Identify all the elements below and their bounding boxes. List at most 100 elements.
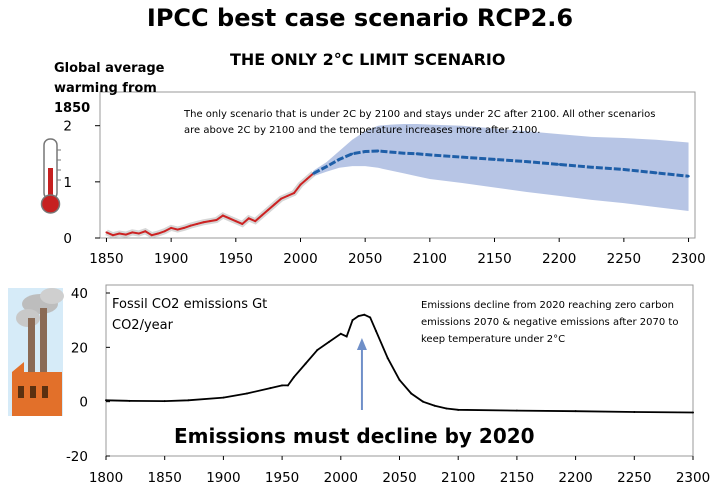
- x-tick-label: 2000: [283, 251, 317, 267]
- observed-point: [247, 217, 250, 220]
- emissions-point: [386, 357, 389, 360]
- projection-point: [402, 152, 406, 155]
- page-subtitle: THE ONLY 2°C LIMIT SCENARIO: [230, 50, 506, 69]
- projection-point: [460, 155, 464, 159]
- emissions-point: [222, 396, 225, 399]
- emissions-point: [433, 404, 436, 407]
- emissions-point: [375, 330, 378, 333]
- projection-point: [622, 168, 626, 171]
- observed-point: [183, 226, 186, 229]
- observed-point: [196, 222, 199, 225]
- x-tick-label: 2200: [558, 470, 592, 486]
- emissions-annotation: Emissions decline from 2020 reaching zer…: [421, 300, 679, 345]
- observed-point: [176, 228, 179, 231]
- observed-point: [144, 230, 147, 233]
- emissions-point: [445, 407, 448, 410]
- observed-point: [241, 222, 244, 225]
- observed-point: [111, 234, 114, 237]
- emissions-point: [245, 392, 248, 395]
- projection-point: [525, 160, 529, 163]
- plot-frame: [99, 91, 696, 239]
- emissions-point: [292, 376, 295, 379]
- projection-series-line: [312, 149, 689, 178]
- x-tick-label: 1850: [89, 251, 123, 267]
- warming-axis-label: Global average warming from 1850: [54, 61, 165, 116]
- x-tick-label: 2000: [324, 470, 358, 486]
- scenario-annotation: The only scenario that is under 2C by 21…: [184, 109, 656, 136]
- observed-point: [137, 232, 140, 235]
- observed-point: [150, 234, 153, 237]
- page-title: IPCC best case scenario RCP2.6: [146, 4, 574, 32]
- observed-point: [228, 217, 231, 220]
- emissions-headline: Emissions must decline by 2020: [174, 424, 535, 448]
- observed-point: [124, 233, 127, 236]
- emissions-point: [398, 378, 401, 381]
- projection-point: [338, 158, 341, 161]
- observed-point: [170, 226, 173, 229]
- emissions-point: [357, 315, 360, 318]
- y-tick-label: 1: [63, 175, 72, 191]
- emissions-point: [328, 340, 331, 343]
- projection-point: [351, 152, 354, 155]
- emissions-point: [345, 335, 348, 338]
- factory-icon: [8, 288, 64, 416]
- x-tick-label: 1800: [89, 470, 123, 486]
- emissions-point: [633, 410, 636, 413]
- x-tick-label: 2200: [542, 251, 576, 267]
- emissions-point: [316, 349, 319, 352]
- emissions-point: [339, 332, 342, 335]
- emissions-point: [286, 384, 289, 387]
- x-tick-label: 1950: [219, 251, 253, 267]
- observed-point: [234, 220, 237, 223]
- observed-point: [221, 214, 224, 217]
- projection-point: [654, 171, 658, 175]
- x-tick-label: 1850: [148, 470, 182, 486]
- observed-point: [157, 232, 160, 235]
- observed-series-line: [106, 172, 315, 237]
- x-tick-label: 2150: [500, 470, 534, 486]
- emissions-point: [304, 362, 307, 365]
- x-tick-label: 2150: [477, 251, 511, 267]
- x-tick-label: 2250: [607, 251, 641, 267]
- y-tick-label: -20: [66, 449, 88, 465]
- emissions-point: [369, 316, 372, 319]
- thermometer-icon: [40, 138, 61, 214]
- x-tick-label: 2050: [348, 251, 382, 267]
- projection-point: [312, 172, 315, 175]
- x-tick-label: 2300: [676, 470, 710, 486]
- observed-range: [105, 171, 316, 239]
- observed-point: [163, 230, 166, 233]
- temperature-chart: 0 1 2 1850 1900 1950 2000 2050 2100 2150 2200 2250 2…: [63, 91, 706, 267]
- x-tick-label: 2300: [671, 251, 705, 267]
- observed-point: [286, 194, 289, 197]
- observed-point: [299, 183, 302, 186]
- emissions-point: [410, 392, 413, 395]
- emissions-point: [574, 410, 577, 413]
- observed-point: [280, 197, 283, 200]
- emissions-point: [457, 408, 460, 411]
- projection-point: [363, 150, 367, 153]
- projection-point: [428, 153, 432, 157]
- x-tick-label: 2100: [441, 470, 475, 486]
- projection-point: [415, 152, 419, 155]
- projection-point: [687, 175, 690, 178]
- emissions-point: [421, 400, 424, 403]
- observed-point: [305, 178, 308, 181]
- uncertainty-band: [313, 124, 689, 212]
- observed-point: [118, 232, 121, 235]
- emissions-chart: -20 0 20 40 1800 1850 1900 1950 2000 2050 2100 2150…: [66, 284, 710, 486]
- emissions-point: [281, 384, 284, 387]
- y-tick-label: 2: [63, 119, 72, 135]
- x-tick-label: 2250: [617, 470, 651, 486]
- emissions-point: [351, 319, 354, 322]
- y-tick-label: 0: [63, 231, 72, 247]
- observed-point: [254, 220, 257, 223]
- x-tick-label: 1900: [154, 251, 188, 267]
- emissions-point: [163, 400, 166, 403]
- x-tick-label: 2100: [413, 251, 447, 267]
- observed-point: [273, 203, 276, 206]
- observed-point: [105, 231, 108, 234]
- observed-point: [267, 208, 270, 211]
- x-tick-label: 2050: [382, 470, 416, 486]
